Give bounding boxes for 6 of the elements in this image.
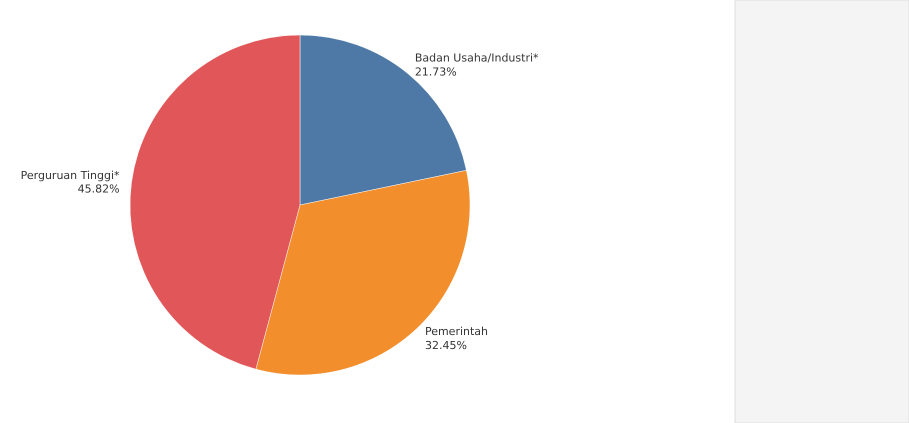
data-label: 45.82% [78, 182, 120, 196]
slice-label: Badan Usaha/Industri* [414, 52, 540, 65]
slice-label: Pemerintah [424, 325, 488, 338]
slice-label: Perguruan Tinggi* [20, 168, 120, 182]
data-label: 32.45% [424, 338, 467, 352]
data-label: 21.73% [414, 65, 457, 78]
